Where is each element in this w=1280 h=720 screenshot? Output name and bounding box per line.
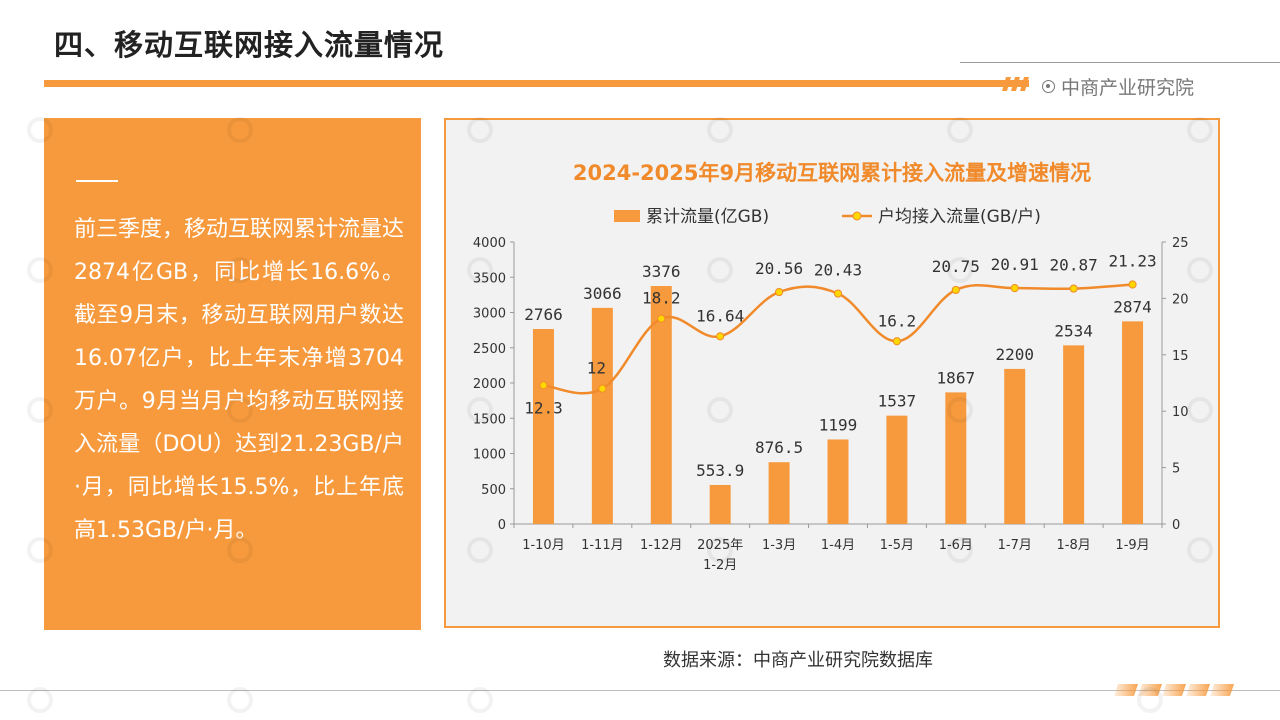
y-left-tick-label: 2000	[473, 377, 506, 392]
line-data-label: 12.3	[524, 398, 563, 417]
y-left-tick-label: 1500	[473, 412, 506, 427]
line-data-label: 20.87	[1050, 256, 1098, 275]
legend-line-marker	[852, 211, 862, 221]
y-right-tick-label: 15	[1172, 349, 1189, 364]
bar	[768, 462, 790, 524]
line-point	[892, 337, 902, 346]
y-right-tick-label: 25	[1172, 236, 1189, 251]
y-left-tick-label: 500	[481, 483, 506, 498]
footer-divider	[0, 690, 1280, 691]
line-data-label: 16.64	[696, 306, 744, 325]
y-left-tick-label: 2500	[473, 342, 506, 357]
x-tick-label: 1-5月	[880, 538, 914, 553]
x-tick-label: 1-3月	[762, 538, 796, 553]
line-point	[539, 381, 548, 390]
y-right-tick-label: 20	[1172, 292, 1189, 307]
y-right-tick-label: 10	[1172, 405, 1189, 420]
y-right-tick-label: 0	[1172, 518, 1180, 533]
x-tick-label: 1-12月	[640, 538, 683, 553]
bar	[591, 307, 613, 524]
bar-data-label: 2534	[1054, 321, 1093, 340]
line-point	[1010, 284, 1019, 293]
line-point	[657, 314, 666, 323]
brand-name: 中商产业研究院	[1061, 77, 1195, 99]
title-accent-bar	[44, 80, 1029, 87]
bar	[532, 328, 554, 524]
bar-data-label: 2874	[1113, 297, 1152, 316]
avg-flow-line	[543, 283, 1133, 395]
x-tick-label: 1-6月	[939, 538, 973, 553]
x-tick-label: 1-7月	[998, 538, 1032, 553]
bar-data-label: 2200	[995, 345, 1034, 364]
x-tick-label: 1-9月	[1115, 538, 1149, 553]
line-data-label: 20.91	[991, 255, 1039, 274]
line-data-label: 20.75	[932, 257, 980, 276]
footer-stripes-decoration	[1114, 684, 1234, 696]
bar	[886, 415, 908, 524]
watermark-logo-icon	[467, 687, 493, 713]
line-point	[833, 289, 843, 298]
line-point	[716, 332, 725, 341]
bar-data-label: 876.5	[755, 438, 803, 457]
line-data-label: 12	[587, 359, 606, 378]
legend-bar-swatch	[614, 210, 640, 222]
summary-panel: 前三季度，移动互联网累计流量达2874亿GB，同比增长16.6%。截至9月末，移…	[44, 118, 421, 630]
legend-bar-label: 累计流量(亿GB)	[646, 207, 769, 227]
data-source: 数据来源：中商产业研究院数据库	[663, 650, 933, 671]
line-data-label: 18.2	[642, 289, 681, 308]
legend-line-label: 户均接入流量(GB/户)	[878, 207, 1041, 227]
panel-dash-decoration	[76, 180, 118, 182]
brand-logo: 中商产业研究院	[1042, 73, 1194, 100]
bar-data-label: 3066	[583, 284, 622, 303]
bar	[945, 392, 967, 524]
chart-frame	[444, 118, 1220, 628]
line-data-label: 20.56	[755, 259, 803, 278]
line-data-label: 21.23	[1108, 252, 1156, 271]
y-left-tick-label: 4000	[473, 236, 506, 251]
line-point	[774, 287, 784, 297]
bar-data-label: 1199	[819, 415, 858, 434]
watermark-logo-icon	[27, 687, 53, 713]
bar	[1004, 368, 1026, 524]
y-right-tick-label: 5	[1172, 462, 1180, 477]
x-tick-label: 1-10月	[522, 538, 565, 553]
line-point	[598, 384, 607, 393]
bar-data-label: 1537	[878, 392, 917, 411]
line-point	[951, 285, 960, 295]
brand-circle-icon	[1042, 80, 1055, 93]
header-divider	[960, 62, 1280, 63]
bar-data-label: 553.9	[696, 461, 744, 480]
y-left-tick-label: 3000	[473, 307, 506, 322]
line-data-label: 20.43	[814, 261, 862, 280]
x-tick-label: 1-2月	[703, 558, 737, 573]
bar	[1063, 345, 1085, 524]
y-left-tick-label: 1000	[473, 448, 506, 463]
bar	[827, 439, 849, 524]
bar-data-label: 1867	[937, 368, 976, 387]
chart-title: 2024-2025年9月移动互联网累计接入流量及增速情况	[573, 161, 1091, 185]
x-tick-label: 1-4月	[821, 538, 855, 553]
summary-text: 前三季度，移动互联网累计流量达2874亿GB，同比增长16.6%。截至9月末，移…	[74, 217, 405, 543]
x-tick-label: 1-11月	[581, 538, 624, 553]
bar-data-label: 2766	[524, 305, 563, 324]
x-tick-label: 1-8月	[1057, 538, 1091, 553]
page-title: 四、移动互联网接入流量情况	[54, 28, 445, 62]
header-stripes-decoration	[1002, 77, 1029, 91]
bar	[650, 285, 672, 524]
bar	[709, 484, 731, 524]
bar-data-label: 3376	[642, 262, 681, 281]
line-point	[1069, 284, 1078, 293]
line-data-label: 16.2	[878, 311, 917, 330]
x-tick-label: 2025年	[697, 538, 743, 553]
line-point	[1128, 280, 1137, 289]
y-left-tick-label: 3500	[473, 271, 506, 286]
watermark-logo-icon	[227, 687, 253, 713]
y-left-tick-label: 0	[498, 518, 506, 533]
bar	[1122, 321, 1144, 524]
